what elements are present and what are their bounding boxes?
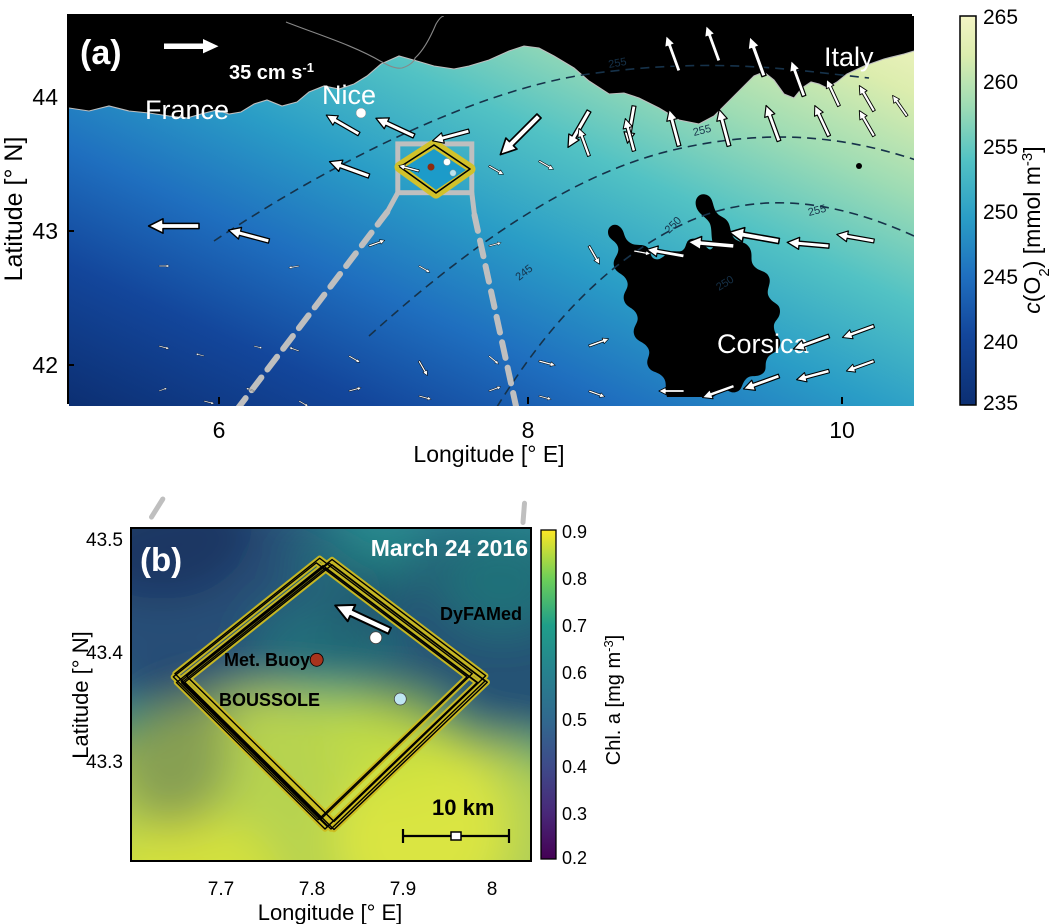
svg-text:DyFAMed: DyFAMed xyxy=(440,604,522,624)
svg-text:6: 6 xyxy=(213,417,226,443)
svg-text:8: 8 xyxy=(522,417,535,443)
svg-text:260: 260 xyxy=(983,71,1018,94)
svg-text:Met. Buoy: Met. Buoy xyxy=(224,650,310,670)
svg-text:265: 265 xyxy=(983,6,1018,29)
svg-text:245: 245 xyxy=(983,266,1018,289)
svg-text:235: 235 xyxy=(983,392,1018,415)
svg-text:BOUSSOLE: BOUSSOLE xyxy=(219,690,320,710)
svg-text:March 24 2016: March 24 2016 xyxy=(371,535,528,561)
svg-text:10: 10 xyxy=(829,417,855,443)
svg-text:250: 250 xyxy=(983,201,1018,224)
svg-text:c(O2) [mmol m-3]: c(O2) [mmol m-3] xyxy=(1019,146,1053,313)
svg-text:42: 42 xyxy=(32,352,58,378)
svg-text:43: 43 xyxy=(32,218,58,244)
svg-text:Longitude [° E]: Longitude [° E] xyxy=(413,441,564,467)
svg-text:(b): (b) xyxy=(140,541,182,578)
svg-text:44: 44 xyxy=(32,84,58,110)
svg-text:255: 255 xyxy=(983,136,1018,159)
svg-text:240: 240 xyxy=(983,331,1018,354)
svg-text:Latitude [° N]: Latitude [° N] xyxy=(0,137,28,282)
svg-text:10 km: 10 km xyxy=(432,795,494,820)
